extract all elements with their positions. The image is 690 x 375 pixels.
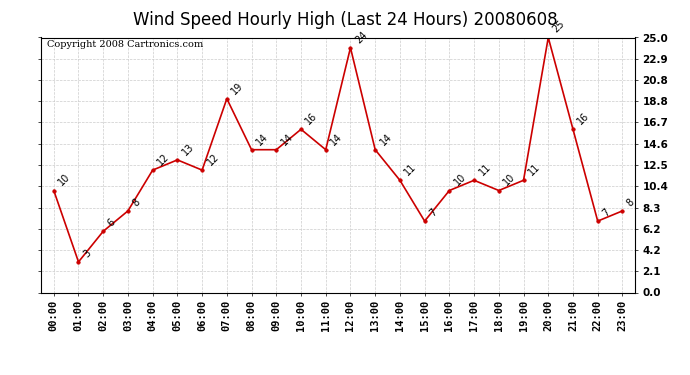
Text: Copyright 2008 Cartronics.com: Copyright 2008 Cartronics.com (48, 40, 204, 49)
Text: 16: 16 (304, 111, 319, 126)
Text: 24: 24 (353, 29, 369, 45)
Text: 25: 25 (551, 19, 567, 35)
Text: 14: 14 (255, 131, 270, 147)
Text: 10: 10 (452, 172, 468, 188)
Text: 14: 14 (279, 131, 295, 147)
Text: 3: 3 (81, 248, 92, 259)
Text: Wind Speed Hourly High (Last 24 Hours) 20080608: Wind Speed Hourly High (Last 24 Hours) 2… (132, 11, 558, 29)
Text: 19: 19 (230, 80, 246, 96)
Text: 14: 14 (378, 131, 394, 147)
Text: 7: 7 (427, 207, 439, 218)
Text: 8: 8 (130, 197, 142, 208)
Text: 11: 11 (477, 162, 493, 177)
Text: 8: 8 (625, 197, 637, 208)
Text: 7: 7 (600, 207, 612, 218)
Text: 10: 10 (57, 172, 72, 188)
Text: 12: 12 (205, 152, 221, 167)
Text: 14: 14 (328, 131, 344, 147)
Text: 16: 16 (575, 111, 591, 126)
Text: 6: 6 (106, 217, 117, 228)
Text: 11: 11 (526, 162, 542, 177)
Text: 11: 11 (403, 162, 418, 177)
Text: 12: 12 (155, 152, 171, 167)
Text: 10: 10 (502, 172, 518, 188)
Text: 13: 13 (180, 141, 196, 157)
